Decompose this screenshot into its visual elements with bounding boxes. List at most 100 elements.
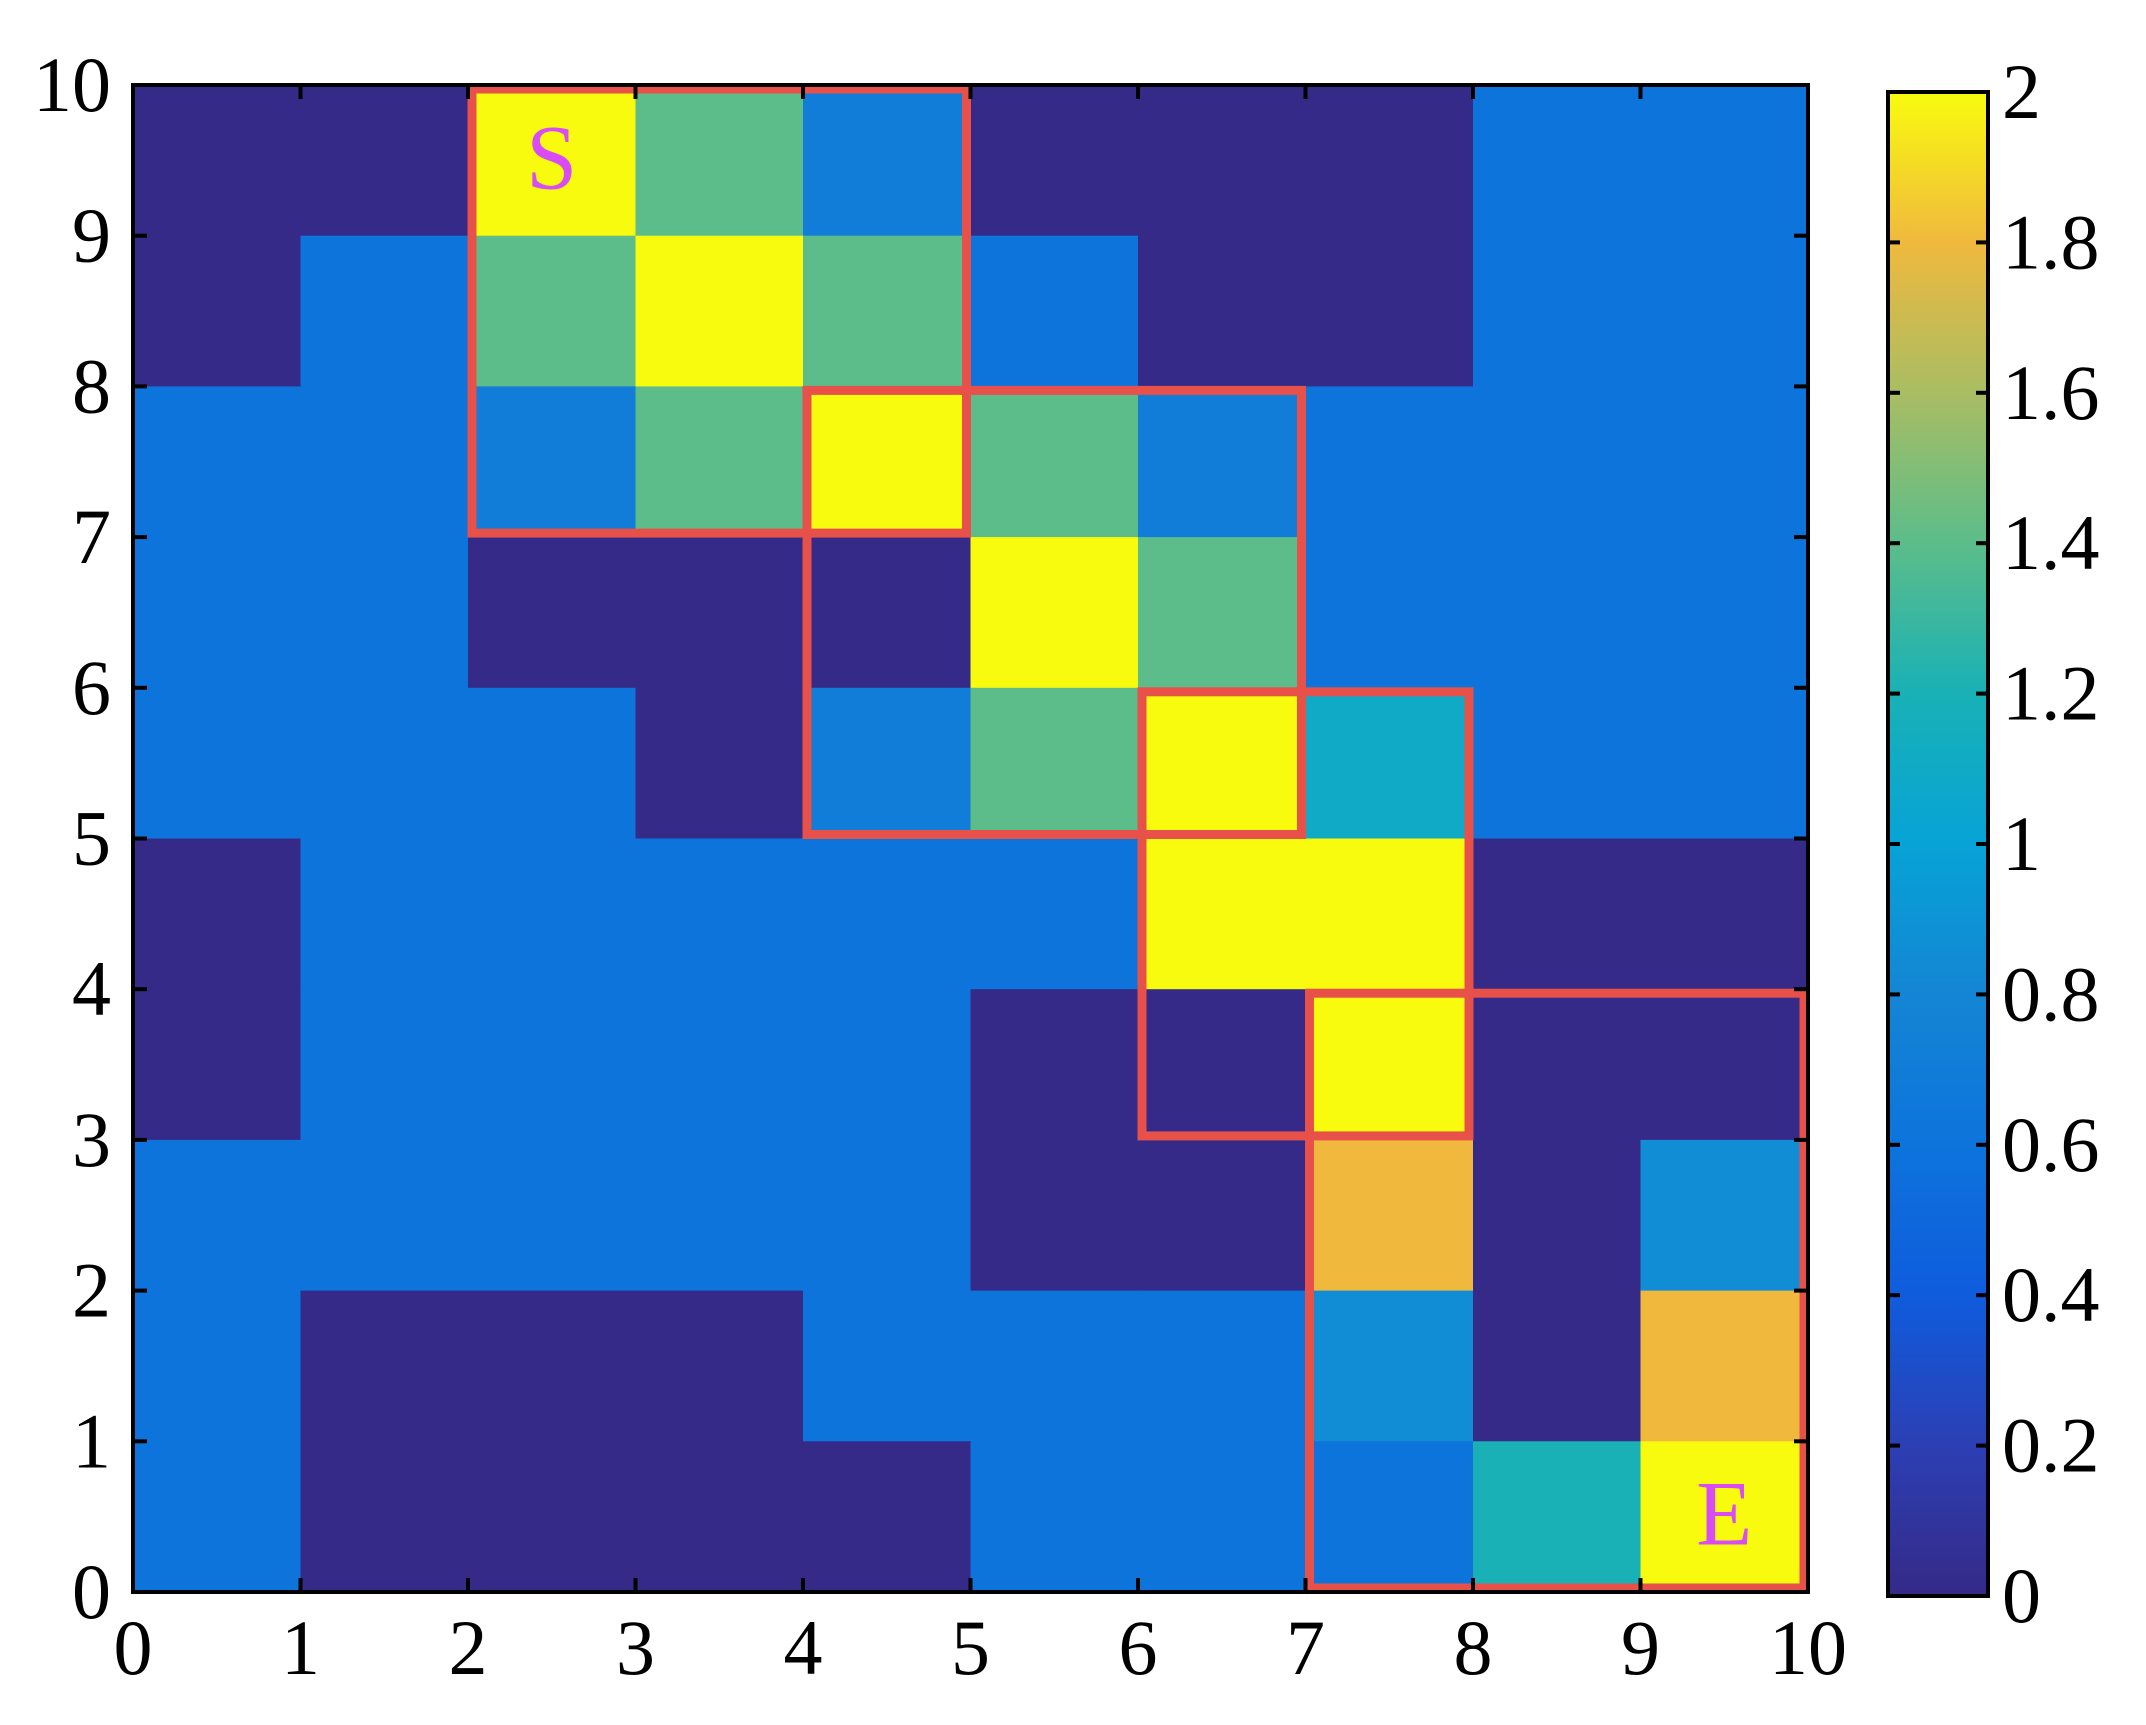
heatmap-cell <box>1305 687 1474 840</box>
heatmap-cell <box>300 235 469 387</box>
heatmap-cell <box>1640 1290 1809 1442</box>
heatmap-cell <box>300 537 469 689</box>
heatmap-cell <box>133 235 302 387</box>
heatmap-cell <box>1640 235 1809 387</box>
heatmap-cell <box>1640 1441 1809 1593</box>
colorbar-tick-label: 0.2 <box>2002 1402 2100 1489</box>
x-tick-label: 8 <box>1454 1604 1493 1691</box>
colorbar-tick-label: 1.4 <box>2002 499 2100 586</box>
heatmap-cell <box>1473 235 1642 387</box>
x-tick-label: 7 <box>1286 1604 1325 1691</box>
heatmap-cell <box>133 537 302 689</box>
y-tick-label: 5 <box>72 795 111 882</box>
heatmap-cell <box>803 537 972 689</box>
heatmap-cell <box>1138 537 1307 689</box>
x-tick-label: 10 <box>1769 1604 1847 1691</box>
heatmap-cell <box>970 1441 1139 1593</box>
heatmap-cell <box>1640 85 1809 237</box>
y-tick-label: 7 <box>72 493 111 580</box>
heatmap-cell <box>1305 838 1474 990</box>
heatmap-cell <box>635 989 804 1141</box>
heatmap-cell <box>300 989 469 1141</box>
colorbar-tick-label: 1.8 <box>2002 198 2100 285</box>
heatmap-cell <box>133 1139 302 1292</box>
heatmap-cell <box>133 687 302 840</box>
x-tick-label: 1 <box>281 1604 320 1691</box>
heatmap-cell <box>1473 85 1642 237</box>
heatmap-cell <box>1138 85 1307 237</box>
heatmap-cell <box>1138 989 1307 1141</box>
heatmap-cell <box>1138 1441 1307 1593</box>
heatmap-cell <box>635 537 804 689</box>
heatmap-cell <box>133 85 302 237</box>
heatmap-cell <box>635 1441 804 1593</box>
heatmap-cell <box>468 838 637 990</box>
y-tick-label: 10 <box>33 41 111 128</box>
heatmap-cell <box>133 386 302 538</box>
heatmap-cell <box>1138 1139 1307 1292</box>
heatmap-cell <box>803 989 972 1141</box>
x-tick-label: 2 <box>449 1604 488 1691</box>
heatmap-cell <box>1640 1139 1809 1292</box>
colorbar-tick-label: 0.4 <box>2002 1251 2100 1338</box>
heatmap-cell <box>635 386 804 538</box>
x-axis-ticks: 0 1 2 3 4 5 6 7 8 9 10 <box>114 85 1847 1691</box>
x-tick-label: 9 <box>1621 1604 1660 1691</box>
heatmap-cell <box>970 687 1139 840</box>
heatmap-cell <box>1305 1139 1474 1292</box>
heatmap-cell <box>1305 235 1474 387</box>
heatmap-cell <box>1305 537 1474 689</box>
heatmap-cell <box>300 838 469 990</box>
heatmap-cell <box>468 1290 637 1442</box>
heatmap-cell <box>133 989 302 1141</box>
heatmap-cell <box>1138 386 1307 538</box>
y-tick-label: 3 <box>72 1096 111 1183</box>
heatmap-cell <box>1138 838 1307 990</box>
heatmap-cell <box>803 687 972 840</box>
heatmap-cell <box>1640 386 1809 538</box>
heatmap-cell <box>803 1139 972 1292</box>
heatmap-cell <box>468 235 637 387</box>
heatmap-cell <box>970 989 1139 1141</box>
heatmap-cell <box>1473 1441 1642 1593</box>
heatmap-cell <box>133 838 302 990</box>
heatmap-cell <box>468 537 637 689</box>
heatmap-cell <box>300 85 469 237</box>
end-label: E <box>1696 1463 1752 1565</box>
heatmap-cell <box>970 537 1139 689</box>
heatmap-cell <box>970 1290 1139 1442</box>
colorbar-tick-label: 0.6 <box>2002 1101 2100 1188</box>
heatmap-cell <box>803 85 972 237</box>
heatmap-cell <box>1473 838 1642 990</box>
heatmap-cell <box>970 85 1139 237</box>
heatmap-cell <box>300 687 469 840</box>
heatmap-cell <box>1138 687 1307 840</box>
heatmap-cell <box>1473 1290 1642 1442</box>
x-tick-label: 4 <box>784 1604 823 1691</box>
heatmap-cell <box>468 85 637 237</box>
heatmap-cell <box>803 1290 972 1442</box>
annotations: SE <box>526 106 1752 1564</box>
heatmap-cell <box>970 838 1139 990</box>
heatmap-cell <box>1138 1290 1307 1442</box>
heatmap-cell <box>468 1139 637 1292</box>
heatmap-cell <box>133 1441 302 1593</box>
x-tick-label: 6 <box>1119 1604 1158 1691</box>
y-tick-label: 4 <box>72 945 111 1032</box>
heatmap-cell <box>1473 1139 1642 1292</box>
heatmap-cell <box>300 386 469 538</box>
x-tick-label: 5 <box>951 1604 990 1691</box>
heatmap-cell <box>803 1441 972 1593</box>
heatmap-cell <box>635 838 804 990</box>
y-tick-label: 6 <box>72 644 111 731</box>
colorbar-tick-label: 1.6 <box>2002 349 2100 436</box>
colorbar-tick-label: 2 <box>2002 48 2041 135</box>
heatmap-cell <box>1473 989 1642 1141</box>
heatmap-cell <box>468 989 637 1141</box>
heatmap-cell <box>1473 386 1642 538</box>
heatmap-cell <box>635 1290 804 1442</box>
heatmap-cell <box>635 1139 804 1292</box>
colorbar-ticks: 0 0.2 0.4 0.6 0.8 1 1.2 1.4 1.6 1.8 2 <box>1888 48 2100 1639</box>
